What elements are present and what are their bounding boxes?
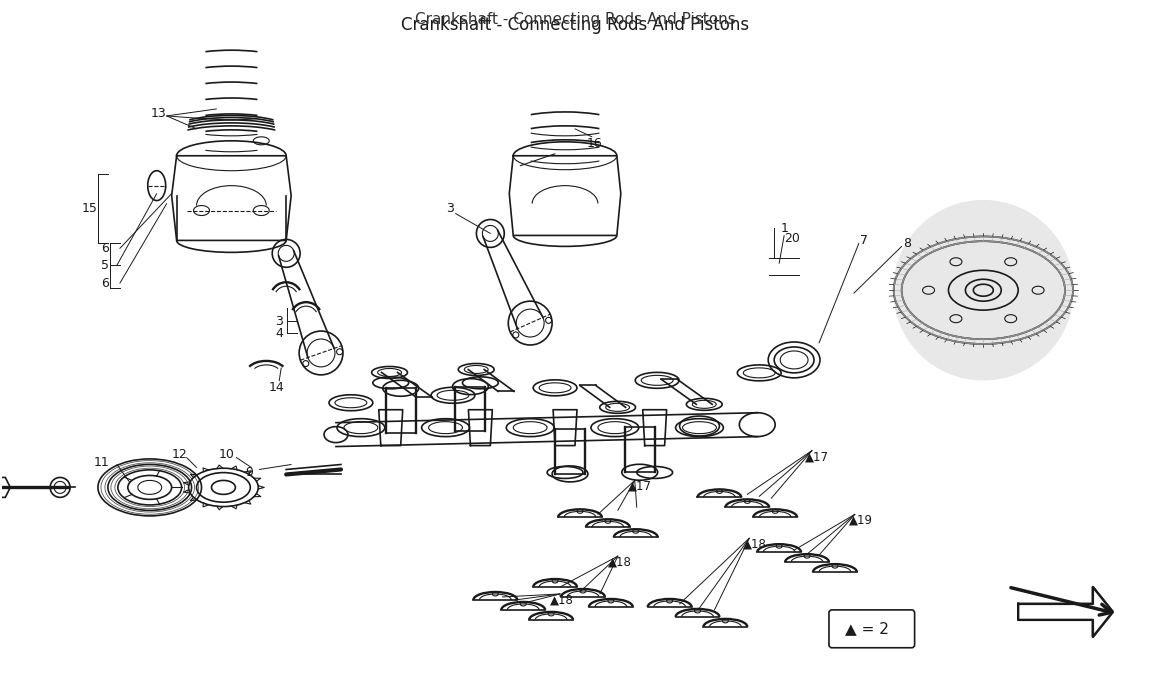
- Text: 7: 7: [860, 234, 868, 247]
- Text: 6: 6: [101, 277, 109, 290]
- Text: Crankshaft - Connecting Rods And Pistons: Crankshaft - Connecting Rods And Pistons: [415, 12, 735, 27]
- Text: 11: 11: [94, 456, 109, 469]
- Text: 3: 3: [275, 315, 283, 328]
- FancyBboxPatch shape: [829, 610, 914, 647]
- Text: 20: 20: [784, 232, 800, 245]
- Text: 9: 9: [245, 466, 253, 479]
- Text: ▲18: ▲18: [550, 594, 574, 607]
- Text: 12: 12: [171, 448, 187, 461]
- Text: 6: 6: [101, 242, 109, 255]
- Text: 15: 15: [82, 202, 98, 215]
- Text: ▲18: ▲18: [743, 538, 767, 550]
- Text: ▲19: ▲19: [849, 514, 873, 527]
- Text: ▲ = 2: ▲ = 2: [845, 622, 889, 637]
- Text: 8: 8: [903, 237, 911, 250]
- Text: 10: 10: [218, 448, 235, 461]
- Text: 13: 13: [151, 107, 167, 120]
- Text: 16: 16: [586, 137, 603, 150]
- Polygon shape: [1018, 587, 1113, 637]
- Text: ▲17: ▲17: [628, 480, 652, 493]
- Text: Crankshaft - Connecting Rods And Pistons: Crankshaft - Connecting Rods And Pistons: [401, 16, 749, 34]
- Text: ▲17: ▲17: [805, 450, 829, 463]
- Text: 1: 1: [780, 222, 788, 235]
- Text: 5: 5: [101, 259, 109, 272]
- Text: 4: 4: [275, 326, 283, 339]
- Text: 14: 14: [268, 381, 284, 394]
- Circle shape: [894, 201, 1073, 380]
- Text: ▲18: ▲18: [608, 555, 631, 569]
- Text: 3: 3: [446, 202, 454, 215]
